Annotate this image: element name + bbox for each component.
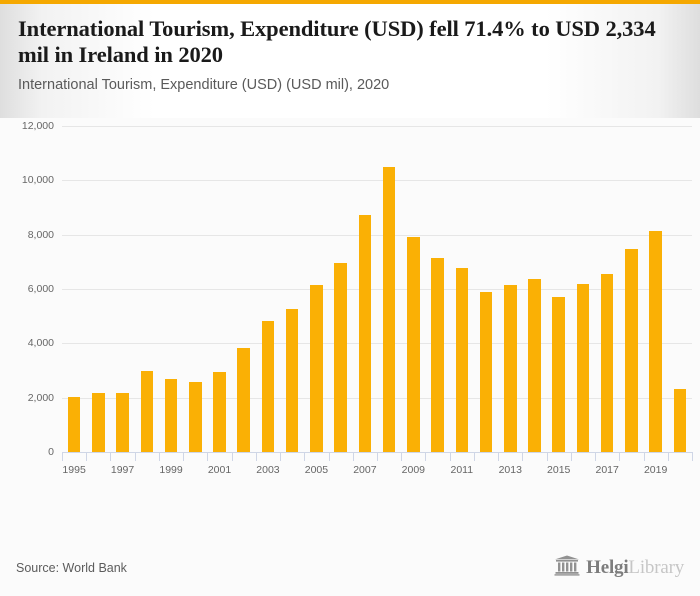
y-axis-tick-label: 12,000 (21, 120, 54, 132)
x-axis-tick (570, 452, 572, 461)
bar-2003[interactable] (261, 321, 275, 452)
x-axis-tick (449, 452, 451, 461)
bar-2019[interactable] (649, 230, 662, 452)
x-axis-tick-label: 2003 (256, 464, 280, 476)
bar-1996[interactable] (92, 392, 105, 452)
x-axis-tick-label: 2001 (207, 464, 232, 476)
page-title: International Tourism, Expenditure (USD)… (18, 16, 656, 67)
bar-2007[interactable] (358, 214, 372, 452)
bar-2016[interactable] (576, 283, 590, 452)
bar-2008[interactable] (382, 166, 396, 452)
y-axis-tick-label: 0 (48, 446, 54, 458)
x-axis-tick-label: 1999 (159, 464, 183, 476)
bar-2012[interactable] (479, 291, 493, 452)
x-axis-tick (595, 452, 597, 461)
plot-area: 0 2,000 4,000 6,000 8,000 10,000 12,000 1995 19… (0, 118, 700, 540)
bar-2011[interactable] (455, 267, 469, 452)
x-axis-tick (425, 452, 427, 461)
x-axis-tick (328, 452, 330, 461)
x-axis-tick-label: 2009 (401, 464, 426, 476)
x-axis-tick (352, 452, 354, 461)
bar-2015[interactable] (552, 297, 566, 452)
x-axis-tick-label: 1997 (110, 464, 135, 476)
bar-1998[interactable] (140, 370, 154, 452)
gridline (62, 180, 692, 182)
bar-2009[interactable] (407, 237, 420, 452)
x-axis-tick (134, 452, 136, 461)
chart-footer: Source: World Bank (0, 540, 700, 596)
bar-1999[interactable] (164, 378, 178, 452)
helgi-library-logo[interactable]: HelgiLibrary (554, 555, 684, 582)
x-axis-tick (473, 452, 475, 461)
x-axis-tick (377, 452, 378, 461)
logo-library-text: Library (628, 557, 684, 578)
x-axis-tick (522, 452, 524, 461)
y-axis-tick-label: 4,000 (27, 337, 54, 350)
x-axis-tick (231, 452, 233, 461)
x-axis-tick (62, 452, 63, 461)
bars-series (0, 118, 700, 540)
gridline (62, 234, 692, 236)
x-axis-tick-label: 2019 (643, 464, 668, 476)
x-axis-tick-label: 2013 (498, 464, 522, 476)
logo-helgi-text: Helgi (586, 557, 629, 578)
bar-1995[interactable] (67, 397, 81, 452)
logo-wordmark: HelgiLibrary (586, 557, 684, 579)
x-axis-tick (255, 452, 257, 461)
top-accent-bar (0, 0, 700, 4)
library-building-icon (554, 555, 580, 582)
x-axis-tick (667, 452, 669, 461)
y-axis-tick-label: 8,000 (27, 228, 54, 241)
x-axis-tick (280, 452, 282, 461)
x-axis-tick (546, 452, 548, 461)
x-axis-tick-label: 2017 (595, 464, 619, 476)
y-axis-tick-label: 6,000 (27, 283, 54, 295)
gridline (62, 397, 692, 399)
x-axis-tick (110, 452, 112, 461)
bar-2020[interactable] (673, 388, 687, 452)
chart-header: International Tourism, Expenditure (USD)… (0, 4, 700, 118)
bar-1997[interactable] (116, 392, 129, 452)
bar-2017[interactable] (600, 273, 614, 452)
x-axis-tick (643, 452, 645, 461)
bar-2002[interactable] (237, 348, 251, 452)
x-axis-tick-label: 2007 (353, 464, 377, 476)
x-axis-tick (619, 452, 621, 461)
x-axis-tick-label: 2011 (450, 464, 474, 476)
x-axis-tick-label: 1995 (62, 464, 86, 476)
x-axis-tick (183, 452, 185, 461)
gridline (62, 126, 692, 127)
bar-2004[interactable] (285, 308, 299, 452)
y-axis-tick-label: 2,000 (27, 391, 54, 404)
x-axis-tick (86, 452, 88, 461)
x-axis-tick-label: 2005 (304, 464, 329, 476)
page-subtitle: International Tourism, Expenditure (USD)… (18, 77, 390, 93)
x-axis-tick (401, 452, 403, 461)
gridlines-and-y-axis: 0 2,000 4,000 6,000 8,000 10,000 12,000 (0, 118, 700, 540)
source-label: Source: World Bank (16, 561, 127, 575)
x-axis-tick (304, 452, 306, 461)
bar-2010[interactable] (431, 258, 444, 452)
gridline (62, 289, 692, 290)
bar-2014[interactable] (528, 279, 541, 452)
x-axis-tick (207, 452, 209, 461)
x-axis-tick (692, 452, 693, 461)
bar-2006[interactable] (334, 263, 347, 452)
bar-2005[interactable] (310, 284, 323, 452)
bar-2000[interactable] (188, 381, 202, 452)
bar-2013[interactable] (503, 284, 517, 452)
y-axis-tick-label: 10,000 (21, 174, 54, 187)
bar-2018[interactable] (625, 248, 638, 452)
x-axis-tick (498, 452, 500, 461)
bar-2001[interactable] (213, 371, 226, 452)
x-axis: 1995 1997 1999 2001 2003 2005 2007 2009 2011 2013… (0, 118, 700, 540)
x-axis-tick (158, 452, 160, 461)
x-axis-tick-label: 2015 (547, 464, 571, 476)
gridline (62, 343, 692, 345)
